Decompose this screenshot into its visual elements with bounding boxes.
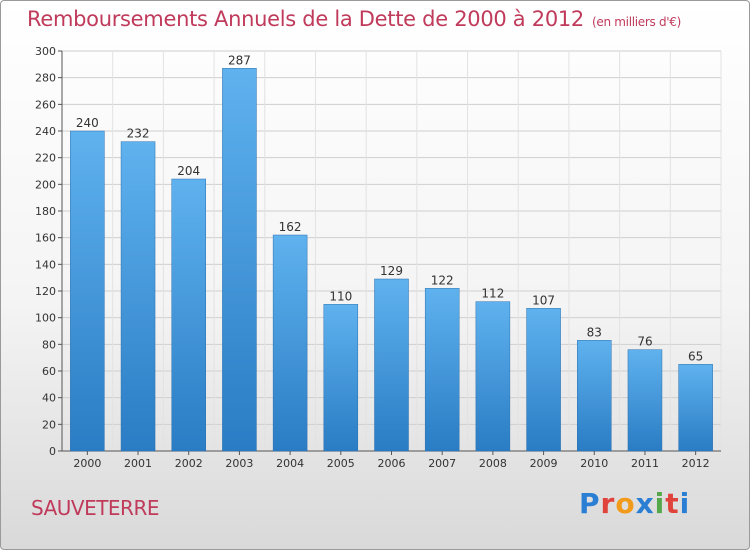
y-tick-label: 0 (49, 445, 56, 458)
x-tick-label: 2001 (124, 457, 152, 470)
bar-value-label: 162 (279, 220, 302, 234)
bar-value-label: 110 (329, 289, 352, 303)
logo-letter: o (615, 487, 636, 520)
x-tick-label: 2004 (276, 457, 304, 470)
chart-title: Remboursements Annuels de la Dette de 20… (27, 7, 681, 31)
bar-value-label: 107 (532, 293, 555, 307)
bar-value-label: 129 (380, 264, 403, 278)
logo-letter: i (679, 487, 691, 520)
y-tick-label: 220 (35, 152, 56, 165)
y-tick-label: 260 (35, 98, 56, 111)
title-text: Remboursements Annuels de la Dette de 20… (27, 7, 584, 31)
bar (323, 304, 359, 452)
bar-value-label: 204 (177, 164, 200, 178)
bar-value-label: 122 (431, 273, 454, 287)
x-tick-label: 2003 (225, 457, 253, 470)
x-tick-label: 2009 (530, 457, 558, 470)
commune-name: SAUVETERRE (31, 496, 160, 520)
bar (70, 130, 105, 452)
y-tick-label: 200 (35, 178, 56, 191)
y-tick-label: 140 (35, 258, 56, 271)
y-tick-label: 280 (35, 72, 56, 85)
x-tick-label: 2011 (631, 457, 659, 470)
x-tick-label: 2002 (175, 457, 203, 470)
bar (475, 301, 511, 452)
bar-value-label: 83 (587, 325, 602, 339)
bar (120, 141, 156, 452)
bar (678, 364, 713, 452)
y-tick-label: 180 (35, 205, 56, 218)
x-tick-label: 2007 (428, 457, 456, 470)
value-labels: 240 232 204 287 162 110 129 122 112 107 83 76 65 (76, 53, 703, 363)
bar (627, 349, 663, 452)
y-tick-label: 100 (35, 312, 56, 325)
y-tick-label: 120 (35, 285, 56, 298)
x-tick-label: 2012 (682, 457, 710, 470)
bars (70, 68, 713, 452)
bar (171, 178, 206, 452)
logo-letter: r (600, 487, 616, 520)
bar-value-label: 240 (76, 116, 99, 130)
x-tick-label: 2000 (73, 457, 101, 470)
logo-letter: P (579, 487, 601, 520)
logo-letter: i (654, 487, 666, 520)
bar-value-label: 287 (228, 53, 251, 67)
bar (577, 340, 612, 452)
x-tick-label: 2005 (327, 457, 355, 470)
x-tick-label: 2010 (580, 457, 608, 470)
logo-letter: t (665, 487, 680, 520)
bar-value-label: 65 (688, 349, 703, 363)
bar-value-label: 76 (637, 335, 652, 349)
bar (222, 68, 257, 452)
bar-value-label: 112 (481, 287, 504, 301)
y-tick-label: 80 (42, 338, 56, 351)
bar (424, 288, 460, 452)
y-tick-label: 240 (35, 125, 56, 138)
bar-value-label: 232 (127, 127, 150, 141)
logo-letter: x (635, 487, 655, 520)
y-tick-label: 40 (42, 392, 56, 405)
bar (374, 278, 409, 452)
x-tick-label: 2008 (479, 457, 507, 470)
y-tick-label: 60 (42, 365, 56, 378)
proxiti-logo: Proxiti (579, 487, 690, 520)
x-tick-label: 2006 (378, 457, 406, 470)
bar (272, 234, 308, 452)
y-tick-label: 160 (35, 232, 56, 245)
y-tick-label: 300 (35, 45, 56, 58)
bar (526, 308, 561, 452)
title-unit: (en milliers d'€) (592, 15, 682, 29)
y-tick-label: 20 (42, 418, 56, 431)
